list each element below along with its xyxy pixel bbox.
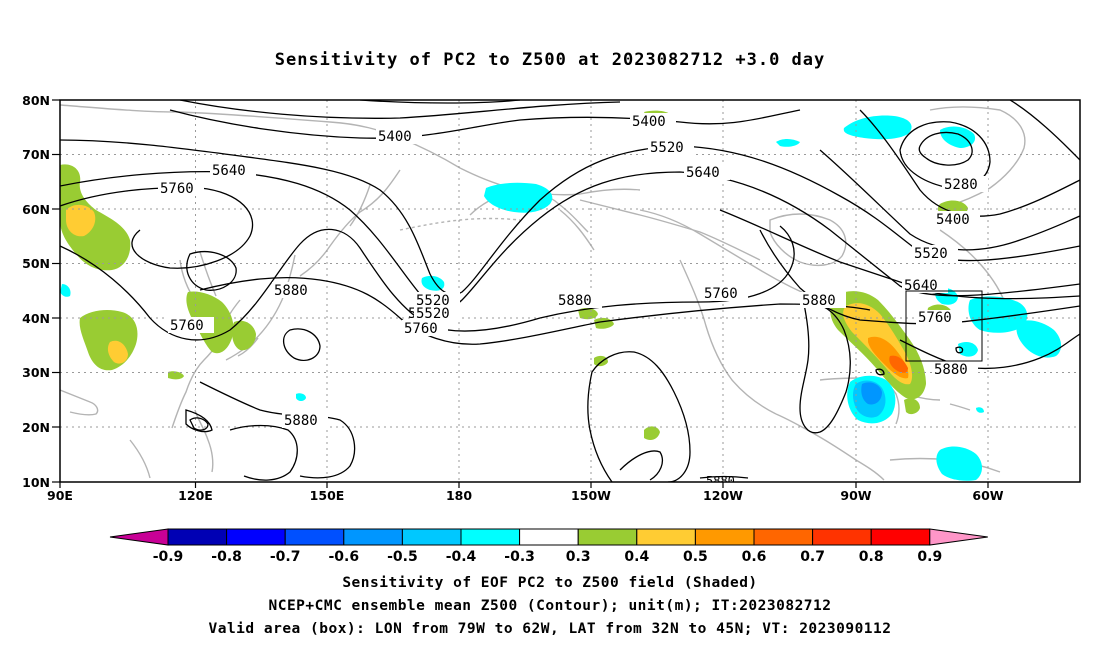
contour-label: 5760 <box>170 318 204 334</box>
colorbar-swatch <box>812 528 872 546</box>
footer-line-3: Valid area (box): LON from 79W to 62W, L… <box>208 621 892 637</box>
contour-label: 5880 <box>284 413 318 429</box>
lat-label: 50N <box>22 256 50 271</box>
lon-label: 150E <box>310 488 345 503</box>
colorbar-arrow-high <box>929 528 988 546</box>
lat-label: 70N <box>22 147 50 162</box>
contour-label: 5760 <box>404 321 438 337</box>
lon-label: 150W <box>571 488 611 503</box>
colorbar-label: -0.4 <box>446 549 477 565</box>
colorbar-label: 0.6 <box>742 549 767 565</box>
contour-label: 5760 <box>918 310 952 326</box>
colorbar: -0.9 -0.8 -0.7 -0.6 -0.5 -0.4 -0.3 0.3 0.4 0.5 0.6… <box>109 528 988 565</box>
colorbar-swatch <box>636 528 696 546</box>
lat-label: 30N <box>22 365 50 380</box>
valid-area-box <box>905 290 983 362</box>
lat-label: 80N <box>22 93 50 108</box>
colorbar-label: -0.7 <box>270 549 301 565</box>
colorbar-swatch <box>167 528 228 546</box>
colorbar-label: -0.9 <box>153 549 184 565</box>
contour-label: 5880 <box>274 283 308 299</box>
contour-label: 5880 <box>558 293 592 309</box>
colorbar-label: -0.8 <box>211 549 242 565</box>
colorbar-swatch <box>284 528 345 546</box>
colorbar-swatch <box>870 528 931 546</box>
colorbar-swatch <box>694 528 755 546</box>
contour-label: 5640 <box>904 278 938 294</box>
footer-line-1: Sensitivity of EOF PC2 to Z500 field (Sh… <box>342 575 758 591</box>
colorbar-label: 0.7 <box>800 549 825 565</box>
contour-label: 5880 <box>934 362 968 378</box>
lon-label: 120W <box>703 488 743 503</box>
colorbar-swatch <box>753 528 814 546</box>
longitude-labels: 90E 120E 150E 180 150W 120W 90W 60W <box>47 488 1004 503</box>
colorbar-arrow-low <box>109 528 169 546</box>
contour-label: 5520 <box>416 306 450 322</box>
lon-label: 180 <box>446 488 472 503</box>
lat-label: 40N <box>22 311 50 326</box>
colorbar-label: -0.6 <box>328 549 359 565</box>
contour-label: 5400 <box>632 114 666 130</box>
colorbar-label: -0.5 <box>387 549 418 565</box>
colorbar-swatch <box>577 528 638 546</box>
contour-label: 5520 <box>914 246 948 262</box>
contour-label: 5760 <box>160 181 194 197</box>
colorbar-swatch <box>343 528 403 546</box>
colorbar-label: 0.9 <box>917 549 942 565</box>
contour-label: 5760 <box>704 286 738 302</box>
contour-label: 5400 <box>378 129 412 145</box>
latitude-labels: 80N 70N 60N 50N 40N 30N 20N 10N <box>22 93 50 490</box>
z500-contours <box>60 100 1080 482</box>
footer-line-2: NCEP+CMC ensemble mean Z500 (Contour); u… <box>268 598 832 614</box>
colorbar-label: -0.3 <box>504 549 535 565</box>
contour-label: 5400 <box>936 212 970 228</box>
contour-label: 5880 <box>802 293 836 309</box>
colorbar-swatch <box>401 528 462 546</box>
colorbar-label: 0.4 <box>624 549 649 565</box>
lon-label: 60W <box>972 488 1003 503</box>
plot-frame <box>59 99 1081 483</box>
colorbar-swatch <box>460 528 521 546</box>
colorbar-label: 0.5 <box>683 549 708 565</box>
contour-label: 5880 <box>706 474 735 488</box>
colorbar-label: 0.3 <box>566 549 591 565</box>
axis-ticks <box>52 99 989 488</box>
lon-label: 120E <box>178 488 213 503</box>
lat-label: 20N <box>22 420 50 435</box>
colorbar-swatch <box>226 528 286 546</box>
colorbar-swatch <box>519 528 579 546</box>
colorbar-label: 0.8 <box>859 549 884 565</box>
contour-label: 5640 <box>686 165 720 181</box>
contour-label: 5520 <box>650 140 684 156</box>
map-title: Sensitivity of PC2 to Z500 at 2023082712… <box>274 50 826 70</box>
lat-label: 10N <box>22 475 50 490</box>
lon-label: 90E <box>47 488 73 503</box>
lon-label: 90W <box>840 488 871 503</box>
contour-label: 5280 <box>944 177 978 193</box>
lat-label: 60N <box>22 202 50 217</box>
contour-labels: 5400 5400 5520 5640 5760 5640 5520 5880 … <box>158 113 988 488</box>
contour-label: 5640 <box>212 163 246 179</box>
